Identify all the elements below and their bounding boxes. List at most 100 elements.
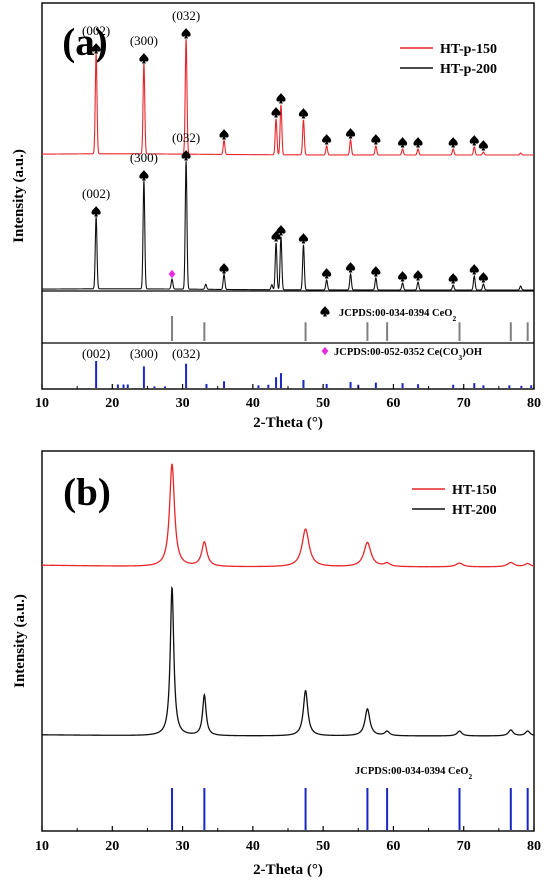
- ref-index-label: (300): [130, 346, 158, 361]
- ref-index-label: (002): [82, 346, 110, 361]
- panel-label-b: (b): [63, 471, 111, 514]
- spade-shape: [219, 263, 228, 274]
- spade-shape: [346, 128, 355, 139]
- spade-shape: [322, 268, 331, 279]
- x-axis-title: 2-Theta (°): [253, 862, 323, 878]
- spade-marker: [271, 107, 280, 118]
- spade-marker: [276, 93, 285, 104]
- spade-marker: [398, 137, 407, 148]
- spade-shape: [276, 93, 285, 104]
- spade-marker: [371, 266, 380, 277]
- series-line-HT-200: [42, 588, 534, 736]
- ref-index-label: (032): [172, 346, 200, 361]
- peak-label: (032): [172, 8, 200, 23]
- spade-shape: [92, 206, 101, 217]
- spade-marker: [219, 263, 228, 274]
- x-tick-label: 40: [246, 839, 260, 854]
- legend-label: HT-150: [452, 483, 497, 498]
- spade-shape: [139, 53, 148, 64]
- spade-marker: [371, 134, 380, 145]
- spade-marker: [299, 108, 308, 119]
- x-tick-label: 80: [527, 839, 541, 854]
- spade-marker: [320, 306, 329, 317]
- spade-shape: [479, 272, 488, 283]
- ref-ceo2-label: JCPDS:00-034-0394 CeO2: [339, 308, 456, 323]
- peak-label: (300): [130, 33, 158, 48]
- spade-shape: [371, 134, 380, 145]
- ref-ceo2-label-b-part: 2: [468, 772, 472, 781]
- spade-marker: [470, 264, 479, 275]
- spade-marker: [470, 135, 479, 146]
- x-tick-label: 50: [316, 839, 330, 854]
- diamond-marker: [322, 347, 329, 355]
- peak-label: (032): [172, 130, 200, 145]
- spade-marker: [479, 272, 488, 283]
- spade-shape: [346, 262, 355, 273]
- spade-shape: [181, 28, 190, 39]
- spade-marker: [413, 137, 422, 148]
- spade-shape: [470, 135, 479, 146]
- y-axis-title: Intensity (a.u.): [11, 149, 27, 243]
- peak-label: (300): [130, 150, 158, 165]
- spade-shape: [413, 137, 422, 148]
- spade-shape: [219, 129, 228, 140]
- peak-label: (002): [82, 23, 110, 38]
- x-tick-label: 10: [35, 839, 49, 854]
- spade-marker: [322, 134, 331, 145]
- x-tick-label: 70: [457, 396, 471, 411]
- x-tick-label: 20: [105, 839, 119, 854]
- spade-shape: [271, 107, 280, 118]
- spade-marker: [139, 170, 148, 181]
- spade-marker: [299, 233, 308, 244]
- panel-b: (b) JCPDS:00-034-0394 CeO2 HT-150 HT-200 10 2…: [12, 451, 541, 878]
- ref-ceo2-label-part: JCPDS:00-034-0394 CeO: [339, 308, 452, 319]
- spade-marker: [413, 270, 422, 281]
- x-tick-label: 80: [527, 396, 541, 411]
- peak-label: (002): [82, 186, 110, 201]
- spade-marker: [139, 53, 148, 64]
- spade-marker: [181, 28, 190, 39]
- y-axis-title: Intensity (a.u.): [12, 594, 28, 688]
- x-axis-title: 2-Theta (°): [253, 415, 323, 431]
- spade-marker: [346, 128, 355, 139]
- legend-label: HT-p-200: [440, 62, 497, 77]
- panel-a: (a)(002)(300)(032)(002)(300)(032)JCPDS:0…: [11, 3, 541, 431]
- spade-shape: [322, 134, 331, 145]
- spade-marker: [322, 268, 331, 279]
- x-tick-label: 60: [386, 396, 400, 411]
- spade-shape: [139, 170, 148, 181]
- x-tick-label: 40: [246, 396, 260, 411]
- ref-ceo2-label-part: 2: [452, 314, 456, 323]
- spade-marker: [398, 271, 407, 282]
- spade-marker: [479, 140, 488, 151]
- x-tick-label: 70: [457, 839, 471, 854]
- spade-shape: [449, 137, 458, 148]
- x-tick-label: 50: [316, 396, 330, 411]
- spade-marker: [346, 262, 355, 273]
- spade-marker: [449, 273, 458, 284]
- x-tick-label: 30: [176, 839, 190, 854]
- spade-shape: [449, 273, 458, 284]
- spade-marker: [181, 150, 190, 161]
- ref-carbonate-label-part: )OH: [462, 347, 482, 358]
- spade-shape: [181, 150, 190, 161]
- spade-marker: [219, 129, 228, 140]
- ref-ceo2-label-b-part: JCPDS:00-034-0394 CeO: [355, 766, 468, 777]
- x-tick-label: 60: [386, 839, 400, 854]
- spade-shape: [479, 140, 488, 151]
- legend-label: HT-p-150: [440, 42, 497, 57]
- spade-marker: [92, 206, 101, 217]
- ref-carbonate-label: JCPDS:00-052-0352 Ce(CO3)OH: [334, 347, 482, 362]
- spade-shape: [320, 306, 329, 317]
- diamond-marker: [169, 270, 176, 278]
- spade-shape: [299, 108, 308, 119]
- legend-label: HT-200: [452, 503, 497, 518]
- x-tick-label: 20: [105, 396, 119, 411]
- series-line-HT-p-200: [42, 161, 534, 290]
- spade-shape: [398, 271, 407, 282]
- spade-marker: [449, 137, 458, 148]
- spade-shape: [398, 137, 407, 148]
- ref-carbonate-label-part: JCPDS:00-052-0352 Ce(CO: [334, 347, 459, 358]
- x-tick-label: 10: [35, 396, 49, 411]
